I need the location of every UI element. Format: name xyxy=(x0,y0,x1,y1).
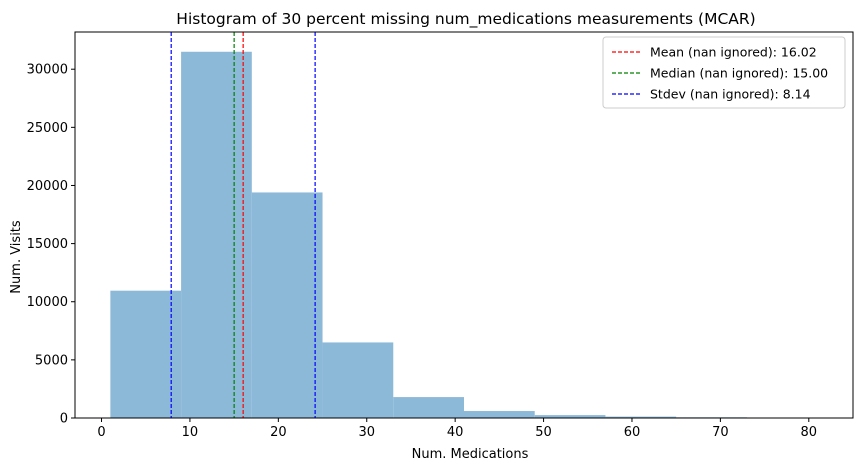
histogram-bar xyxy=(322,342,394,418)
legend: Mean (nan ignored): 16.02 Median (nan ign… xyxy=(602,36,846,109)
legend-box xyxy=(602,36,846,109)
y-tick-label: 0 xyxy=(60,412,68,427)
reference-lines xyxy=(170,32,316,418)
histogram-bar xyxy=(251,192,323,418)
x-tick-label: 60 xyxy=(624,425,641,440)
x-tick-label: 70 xyxy=(712,425,729,440)
chart-title: Histogram of 30 percent missing num_medi… xyxy=(176,10,755,29)
y-tick-label: 25000 xyxy=(27,121,68,136)
x-tick-label: 0 xyxy=(97,425,105,440)
x-tick-label: 10 xyxy=(182,425,199,440)
legend-label: Mean (nan ignored): 16.02 xyxy=(650,45,817,60)
y-axis-label: Num. Visits xyxy=(9,220,24,294)
x-axis-label: Num. Medications xyxy=(412,447,529,462)
histogram-bar xyxy=(393,397,464,418)
y-tick-label: 5000 xyxy=(35,353,68,368)
y-axis-ticks: 0 5000 10000 15000 20000 25000 30000 xyxy=(27,63,75,427)
histogram-bar xyxy=(181,51,252,418)
legend-label: Stdev (nan ignored): 8.14 xyxy=(650,87,811,102)
plot-frame xyxy=(74,31,854,419)
y-tick-label: 10000 xyxy=(27,295,68,310)
legend-entries: Mean (nan ignored): 16.02 Median (nan ign… xyxy=(612,45,828,102)
histogram-bar xyxy=(534,415,606,418)
legend-label: Median (nan ignored): 15.00 xyxy=(650,66,828,81)
histogram-bar xyxy=(605,416,677,418)
x-tick-label: 40 xyxy=(447,425,464,440)
x-tick-label: 80 xyxy=(801,425,818,440)
x-axis-ticks: 0 10 20 30 40 50 60 70 80 xyxy=(97,418,817,440)
x-tick-label: 50 xyxy=(535,425,552,440)
y-tick-label: 30000 xyxy=(27,63,68,78)
histogram-bar xyxy=(110,290,182,418)
bars-layer xyxy=(110,51,818,418)
y-tick-label: 20000 xyxy=(27,179,68,194)
histogram-bar xyxy=(464,411,535,418)
x-tick-label: 30 xyxy=(358,425,375,440)
y-tick-label: 15000 xyxy=(27,237,68,252)
x-tick-label: 20 xyxy=(270,425,287,440)
